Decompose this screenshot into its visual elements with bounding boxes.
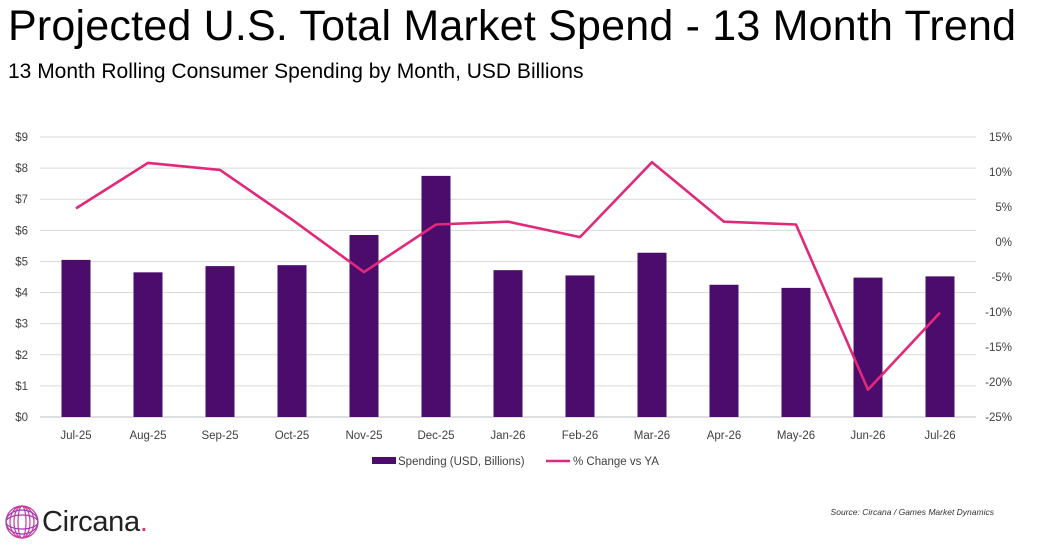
y-left-tick-label: $6 bbox=[15, 225, 28, 237]
x-tick-label: Oct-25 bbox=[275, 430, 310, 442]
x-tick-label: Feb-26 bbox=[562, 430, 598, 442]
circana-ring-icon bbox=[5, 505, 39, 539]
logo-wordmark: Circana. bbox=[42, 505, 148, 538]
y-right-tick-label: 10% bbox=[989, 167, 1012, 179]
y-right-tick-label: -15% bbox=[985, 342, 1012, 354]
y-left-tick-label: $1 bbox=[15, 381, 28, 393]
y-left-tick-label: $7 bbox=[15, 194, 28, 206]
bar bbox=[349, 235, 379, 417]
x-tick-label: Nov-25 bbox=[345, 430, 382, 442]
bar bbox=[637, 252, 667, 417]
y-left-tick-label: $3 bbox=[15, 319, 28, 331]
y-left-tick-label: $2 bbox=[15, 350, 28, 362]
bar bbox=[781, 287, 811, 417]
y-left-tick-label: $4 bbox=[15, 288, 28, 300]
chart-title: Projected U.S. Total Market Spend - 13 M… bbox=[8, 2, 1017, 50]
bar bbox=[61, 259, 91, 417]
x-tick-label: Jan-26 bbox=[490, 430, 525, 442]
bar bbox=[133, 272, 163, 417]
y-right-tick-label: 15% bbox=[989, 132, 1012, 144]
x-tick-label: Dec-25 bbox=[417, 430, 454, 442]
y-left-tick-label: $8 bbox=[15, 163, 28, 175]
combo-chart: $0 $1 $2 $3 $4 $5 $6 $7 $8 $9 -25% -20% -15% -10% -5% 0… bbox=[15, 132, 1012, 468]
y-right-tick-label: 0% bbox=[995, 237, 1012, 249]
x-tick-label: Sep-25 bbox=[201, 430, 238, 442]
line-series-change-vs-ya bbox=[75, 160, 941, 392]
x-tick-label: Aug-25 bbox=[129, 430, 166, 442]
x-tick-label: Jun-26 bbox=[850, 430, 885, 442]
legend-label-change: % Change vs YA bbox=[573, 456, 659, 468]
y-right-tick-label: 5% bbox=[995, 202, 1012, 214]
x-tick-label: Mar-26 bbox=[634, 430, 670, 442]
bar bbox=[709, 284, 739, 417]
y-right-tick-label: -20% bbox=[985, 377, 1012, 389]
y-left-tick-label: $5 bbox=[15, 256, 28, 268]
x-tick-label: Jul-25 bbox=[60, 430, 91, 442]
y-right-tick-label: -10% bbox=[985, 307, 1012, 319]
bar bbox=[493, 270, 523, 417]
bar bbox=[421, 175, 451, 417]
legend-label-spending: Spending (USD, Billions) bbox=[398, 456, 525, 468]
bar bbox=[925, 276, 955, 417]
x-tick-label: Jul-26 bbox=[924, 430, 955, 442]
legend-swatch-spending bbox=[372, 457, 396, 464]
source-note: Source: Circana / Games Market Dynamics bbox=[830, 507, 994, 517]
bar bbox=[565, 275, 595, 417]
y-right-tick-label: -25% bbox=[985, 412, 1012, 424]
bar bbox=[853, 277, 883, 417]
x-tick-label: Apr-26 bbox=[707, 430, 742, 442]
y-left-tick-label: $9 bbox=[15, 132, 28, 144]
y-left-tick-label: $0 bbox=[15, 412, 28, 424]
y-right-tick-label: -5% bbox=[992, 272, 1012, 284]
x-tick-label: May-26 bbox=[777, 430, 815, 442]
bar bbox=[277, 265, 307, 417]
chart-subtitle: 13 Month Rolling Consumer Spending by Mo… bbox=[8, 60, 584, 83]
bar bbox=[205, 266, 235, 417]
circana-logo: Circana. bbox=[4, 502, 148, 542]
